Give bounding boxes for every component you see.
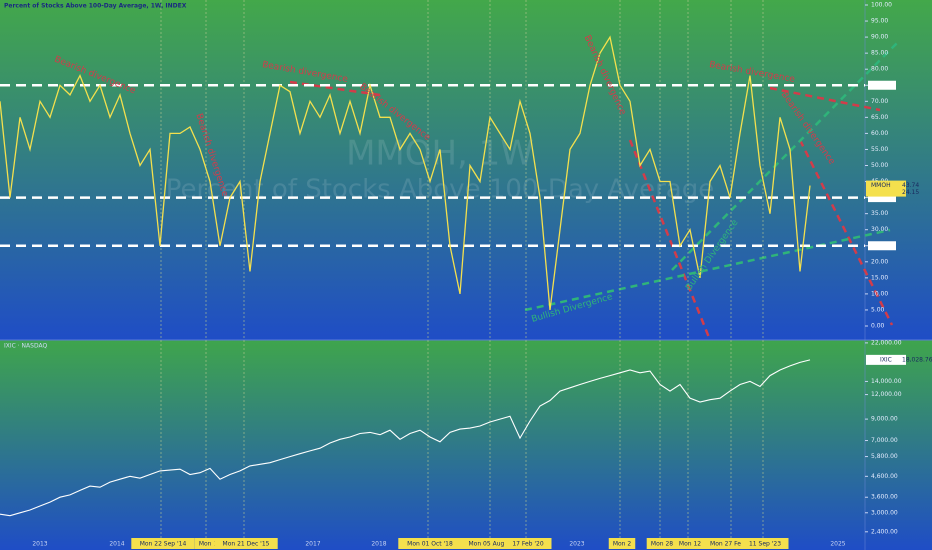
y-tick-label: 70.00 xyxy=(871,98,888,105)
y-tick-label: 15.00 xyxy=(871,274,888,281)
x-tick-label: 2025 xyxy=(830,541,845,548)
y-tick-label: 12,000.00 xyxy=(871,391,902,398)
x-tick-label: Mon 1 xyxy=(199,541,218,548)
x-tick-label: Mon 27 Feb '23 xyxy=(710,541,756,548)
y-tick-label: 55.00 xyxy=(871,146,888,153)
date-label-bg xyxy=(214,538,278,549)
x-tick-label: Mon 22 Sep '14 xyxy=(140,541,187,548)
date-label-bg xyxy=(741,538,789,549)
date-label-bg xyxy=(460,538,524,549)
y-tick-label: 30.00 xyxy=(871,226,888,233)
pane-background xyxy=(0,340,932,550)
x-tick-label: Mon 12 xyxy=(679,541,701,548)
x-tick-label: 2018 xyxy=(371,541,386,548)
x-tick-label: 2023 xyxy=(569,541,584,548)
series-name: MMOH xyxy=(871,182,891,189)
y-tick-label: 22,000.00 xyxy=(871,339,902,346)
y-tick-label: 100.00 xyxy=(871,2,892,9)
y-tick-label: 65.00 xyxy=(871,114,888,121)
trend-line xyxy=(798,139,894,326)
x-tick-label: 2013 xyxy=(32,541,47,548)
trend-line xyxy=(671,39,901,271)
y-tick-label: 7,000.00 xyxy=(871,437,898,444)
y-tick-label: 3,600.00 xyxy=(871,494,898,501)
date-label-bg xyxy=(701,538,765,549)
reference-line-tag xyxy=(868,241,896,251)
last-value-tag xyxy=(866,180,906,197)
y-tick-label: 35.00 xyxy=(871,210,888,217)
y-tick-label: 60.00 xyxy=(871,130,888,137)
y-tick-label: 85.00 xyxy=(871,50,888,57)
y-tick-label: 0.00 xyxy=(871,323,885,330)
x-tick-label: Mon 21 Dec '15 xyxy=(223,541,270,548)
x-tick-label: Mon 2 xyxy=(613,541,632,548)
reference-line-tag xyxy=(868,193,896,203)
date-label-bg xyxy=(131,538,195,549)
countdown-label: 24.15 xyxy=(902,189,919,196)
y-tick-label: 20.00 xyxy=(871,258,888,265)
y-tick-label: 9,000.00 xyxy=(871,416,898,423)
x-tick-label: 2017 xyxy=(305,541,320,548)
y-tick-label: 10.00 xyxy=(871,290,888,297)
x-tick-label: 2014 xyxy=(109,541,124,548)
y-tick-label: 80.00 xyxy=(871,66,888,73)
date-label-bg xyxy=(504,538,552,549)
data-line xyxy=(0,359,811,517)
x-tick-label: 11 Sep '23 xyxy=(749,541,781,548)
trend-line xyxy=(524,228,891,312)
x-tick-label: Mon 28 xyxy=(651,541,673,548)
y-tick-label: 5,800.00 xyxy=(871,453,898,460)
chart-title: Percent of Stocks Above 100-Day Average,… xyxy=(4,3,187,10)
y-tick-label: 5.00 xyxy=(871,306,885,313)
x-tick-label: 17 Feb '20 xyxy=(512,541,544,548)
y-tick-label: 4,600.00 xyxy=(871,473,898,480)
y-tick-label: 14,000.00 xyxy=(871,378,902,385)
last-value-tag xyxy=(866,354,906,365)
reference-line-tag xyxy=(868,80,896,90)
date-label-bg xyxy=(608,538,636,549)
x-tick-label: Mon 01 Oct '18 xyxy=(407,541,453,548)
y-tick-label: 2,400.00 xyxy=(871,528,898,535)
date-label-bg xyxy=(674,538,706,549)
watermark: Percent of Stocks Above 100-Day Average xyxy=(166,175,714,205)
last-value-label: 18,028.76 xyxy=(902,356,932,363)
x-tick-label: Mon 05 Aug '19 xyxy=(468,541,515,548)
y-tick-label: 95.00 xyxy=(871,18,888,25)
series-name: IXIC xyxy=(880,356,892,363)
date-label-bg xyxy=(646,538,678,549)
pane-background xyxy=(0,0,932,340)
y-tick-label: 50.00 xyxy=(871,162,888,169)
y-tick-label: 90.00 xyxy=(871,34,888,41)
last-value-label: 43.74 xyxy=(902,182,919,189)
date-label-bg xyxy=(194,538,222,549)
data-line xyxy=(0,35,811,310)
date-label-bg xyxy=(398,538,462,549)
y-tick-label: 3,000.00 xyxy=(871,509,898,516)
chart-title: IXIC · NASDAQ xyxy=(4,343,47,350)
trend-line xyxy=(769,86,881,112)
